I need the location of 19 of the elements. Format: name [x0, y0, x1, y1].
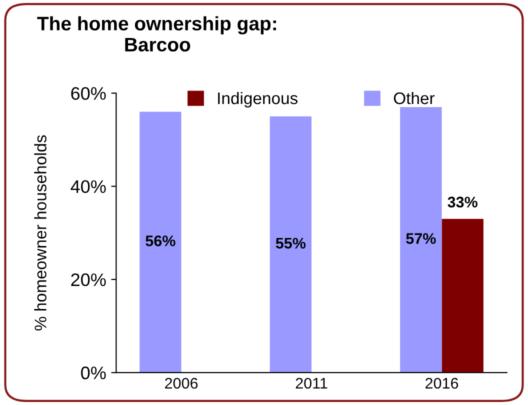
legend-label: Other — [394, 92, 435, 104]
data-label: 33% — [448, 196, 478, 208]
data-label: 55% — [276, 238, 306, 249]
y-axis-title: % homeowner households — [34, 135, 46, 330]
legend-label: Indigenous — [218, 92, 298, 108]
bar — [140, 112, 182, 373]
bar — [442, 218, 484, 373]
bar — [400, 107, 442, 373]
data-label: 56% — [146, 235, 176, 246]
x-tick-label: 2016 — [426, 378, 458, 389]
y-tick-label: 60% — [71, 87, 106, 100]
x-tick-label: 2011 — [296, 378, 328, 389]
y-tick-label: 40% — [70, 180, 106, 194]
bar — [270, 116, 312, 373]
data-label: 57% — [406, 233, 436, 244]
x-tick-label: 2006 — [165, 378, 198, 389]
y-tick-label: 20% — [71, 273, 106, 286]
y-tick-label: 0% — [81, 366, 106, 380]
chart-title: The home ownership gap: Barcoo — [37, 16, 276, 52]
